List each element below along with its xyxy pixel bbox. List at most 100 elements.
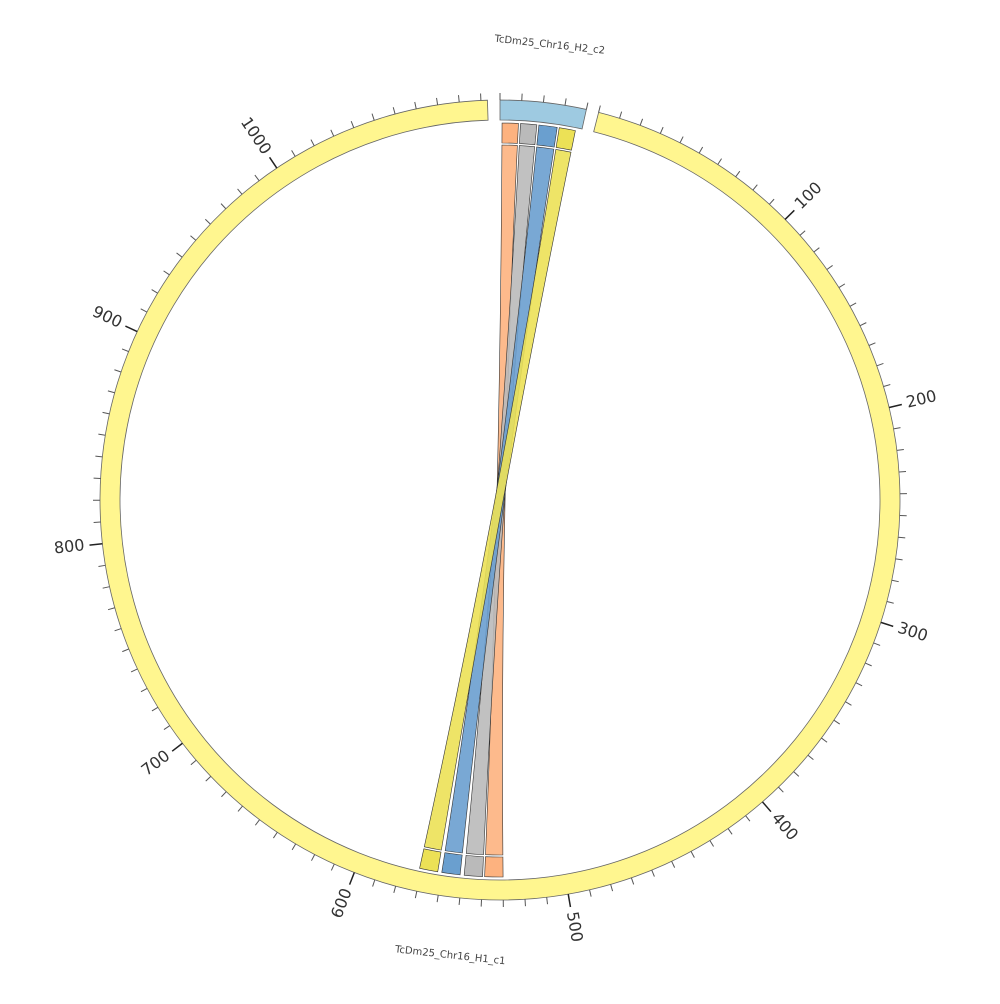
- tick-mark: [292, 150, 296, 156]
- tick-mark: [331, 130, 334, 136]
- tick-mark: [599, 106, 601, 113]
- tick-label: 900: [90, 302, 126, 332]
- tick-mark: [311, 140, 314, 146]
- tick-mark: [331, 864, 334, 870]
- tick-mark: [881, 622, 893, 626]
- tick-mark: [860, 323, 866, 326]
- tick-mark: [565, 98, 566, 105]
- tick-mark: [839, 284, 845, 288]
- tick-mark: [620, 112, 622, 119]
- tick-mark: [164, 271, 170, 275]
- tick-mark: [255, 175, 259, 181]
- link-tile: [537, 125, 557, 147]
- tick-mark: [393, 107, 395, 114]
- tick-mark: [865, 663, 871, 666]
- tick-mark: [897, 449, 904, 450]
- tick-mark: [746, 816, 750, 822]
- tick-mark: [415, 102, 416, 109]
- tick-label: 700: [138, 746, 174, 780]
- tick-mark: [152, 290, 158, 294]
- tick-mark: [177, 253, 183, 257]
- tick-mark: [762, 802, 771, 812]
- tick-mark: [292, 844, 296, 850]
- tick-mark: [718, 159, 722, 165]
- tick-mark: [652, 870, 655, 876]
- tick-mark: [89, 544, 102, 545]
- tick-mark: [98, 434, 105, 435]
- tick-mark: [122, 349, 129, 352]
- tick-mark: [273, 832, 277, 838]
- tick-mark: [205, 219, 210, 224]
- tick-mark: [311, 854, 314, 860]
- tick-mark: [206, 776, 211, 781]
- tick-mark: [131, 669, 137, 672]
- tick-mark: [660, 127, 663, 133]
- tick-mark: [115, 629, 122, 631]
- tick-mark: [680, 137, 683, 143]
- tick-mark: [808, 755, 813, 759]
- segment-label: TcDm25_Chr16_H2_c2: [493, 34, 606, 57]
- link-tile: [485, 857, 503, 877]
- tick-mark: [710, 841, 714, 847]
- tick-mark: [850, 303, 856, 306]
- tick-mark: [152, 707, 158, 711]
- tick-mark: [892, 580, 899, 581]
- tick-mark: [568, 894, 570, 907]
- link-tile: [502, 123, 519, 143]
- tick-mark: [172, 743, 182, 751]
- tick-mark: [437, 98, 438, 105]
- tick-mark: [699, 147, 702, 153]
- tick-mark: [672, 861, 675, 867]
- tick-mark: [794, 772, 799, 777]
- tick-mark: [728, 829, 732, 835]
- tick-label: 800: [53, 535, 85, 557]
- tick-mark: [108, 391, 115, 393]
- tick-mark: [415, 891, 416, 898]
- tick-mark: [736, 171, 740, 177]
- tick-mark: [459, 898, 460, 905]
- tick-mark: [350, 873, 355, 885]
- tick-mark: [800, 231, 805, 236]
- tick-mark: [103, 412, 110, 414]
- tick-mark: [769, 199, 774, 204]
- tick-mark: [543, 95, 544, 102]
- tick-label: 600: [327, 885, 356, 920]
- tick-mark: [458, 95, 459, 102]
- tick-label: 200: [904, 386, 938, 412]
- tick-label: 400: [768, 809, 802, 845]
- tick-mark: [141, 309, 147, 312]
- tick-mark: [821, 738, 827, 742]
- tick-mark: [221, 792, 226, 797]
- tick-mark: [190, 236, 195, 241]
- tick-mark: [114, 370, 121, 372]
- tick-mark: [856, 683, 862, 686]
- tick-mark: [164, 726, 170, 730]
- tick-mark: [845, 702, 851, 706]
- tick-mark: [640, 119, 642, 126]
- link-tile: [519, 124, 536, 145]
- tick-mark: [691, 851, 694, 857]
- segment-label: TcDm25_Chr16_H1_c1: [393, 944, 506, 967]
- tick-mark: [778, 787, 783, 792]
- tick-mark: [394, 886, 396, 893]
- tick-mark: [437, 895, 438, 902]
- tick-mark: [372, 114, 374, 121]
- tick-mark: [103, 587, 110, 589]
- tick-mark: [141, 688, 147, 691]
- link-tile: [556, 128, 575, 151]
- tick-mark: [191, 760, 196, 765]
- tick-mark: [238, 806, 243, 811]
- tick-mark: [869, 343, 875, 346]
- tick-mark: [785, 210, 794, 219]
- tick-mark: [547, 897, 548, 904]
- tick-mark: [877, 363, 884, 365]
- tick-mark: [753, 185, 757, 190]
- tick-label: 1000: [237, 113, 275, 157]
- tick-mark: [270, 157, 277, 168]
- tick-mark: [611, 884, 613, 891]
- tick-mark: [351, 121, 354, 128]
- link-tile: [420, 849, 441, 872]
- tick-mark: [255, 820, 259, 826]
